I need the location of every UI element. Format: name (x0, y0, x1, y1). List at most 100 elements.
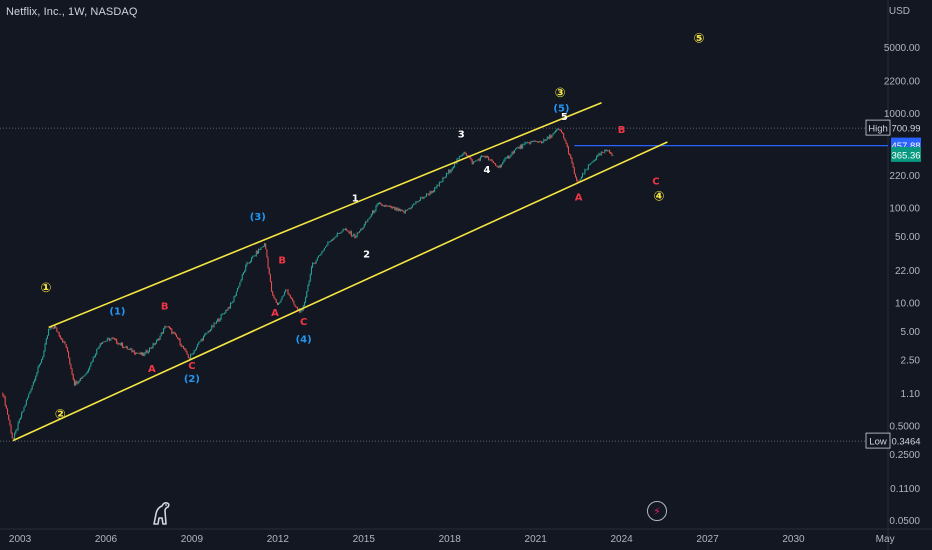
candle-body (38, 364, 40, 367)
candle-body (265, 243, 267, 250)
candle-body (364, 221, 366, 225)
candle-body (229, 302, 231, 308)
candle-body (246, 262, 248, 266)
candle-body (539, 141, 541, 142)
candle-body (550, 135, 552, 138)
candle-body (361, 228, 363, 230)
candle-body (115, 339, 117, 341)
candle-body (219, 319, 221, 321)
candle-body (320, 253, 322, 256)
candle-body (113, 338, 115, 340)
candle-body (538, 141, 540, 143)
candle-body (12, 438, 14, 439)
candle-body (259, 249, 261, 250)
candle-body (193, 350, 195, 354)
candle-body (247, 262, 249, 264)
candle-body (286, 289, 288, 291)
candle-body (333, 237, 335, 240)
last-price-badge-value: 365.36 (891, 150, 920, 161)
candle-body (292, 298, 294, 301)
flash-icon[interactable]: ⚡ (647, 501, 667, 521)
candle-body (176, 334, 178, 337)
candle-body (300, 309, 302, 313)
candle-body (355, 236, 357, 238)
candle-body (605, 149, 607, 151)
high-badge-value: 700.99 (891, 124, 920, 135)
candle-body (517, 147, 519, 148)
candle-body (124, 347, 126, 348)
candle-body (44, 343, 46, 351)
candle-body (389, 206, 391, 207)
candle-body (486, 156, 488, 158)
candle-body (341, 231, 343, 233)
candle-body (217, 319, 219, 322)
candle-body (107, 338, 109, 340)
candle-body (80, 378, 82, 379)
candle-body (221, 313, 223, 315)
candle-body (481, 155, 483, 157)
wave-label: (5) (553, 103, 569, 114)
candle-body (30, 389, 32, 392)
candle-body (170, 328, 172, 330)
candle-body (267, 257, 269, 268)
candle-body (171, 329, 173, 334)
candle-body (93, 356, 95, 358)
candle-body (194, 349, 196, 351)
candle-body (305, 297, 307, 303)
candle-body (213, 323, 215, 327)
y-tick-label: 2.50 (901, 355, 921, 366)
candle-body (225, 310, 227, 314)
candle-body (174, 333, 176, 335)
candle-body (593, 160, 595, 162)
candle-body (184, 348, 186, 350)
candle-body (157, 339, 159, 341)
candle-body (301, 309, 303, 311)
candle-body (207, 331, 209, 333)
candle-body (50, 326, 52, 329)
y-tick-label: 0.2500 (889, 450, 920, 461)
candle-body (362, 227, 364, 230)
candle-body (23, 407, 25, 412)
x-tick-label: 2030 (782, 534, 805, 545)
candle-body (96, 349, 98, 355)
candle-body (36, 372, 38, 377)
candle-body (198, 342, 200, 345)
candle-body (106, 338, 108, 341)
candle-body (551, 135, 553, 138)
candle-body (232, 301, 234, 303)
low-badge-label: Low (869, 437, 887, 448)
candle-body (317, 255, 319, 258)
candle-body (303, 302, 305, 306)
candle-body (594, 159, 596, 161)
candle-body (555, 130, 557, 133)
high-badge-value-box (891, 120, 921, 136)
candle-body (7, 408, 9, 415)
candle-body (482, 155, 484, 157)
candle-body (145, 350, 147, 353)
candle-body (525, 142, 527, 144)
candle-body (239, 282, 241, 287)
candle-body (504, 158, 506, 161)
candle-body (122, 343, 124, 348)
candle-body (432, 190, 434, 192)
candle-body (604, 150, 606, 153)
x-tick-label: 2012 (267, 534, 290, 545)
wave-label: B (161, 302, 169, 313)
candle-body (72, 374, 74, 380)
candle-body (315, 260, 317, 264)
candle-body (5, 405, 7, 409)
candle-body (566, 143, 568, 147)
candle-body (519, 145, 521, 149)
candle-body (397, 208, 399, 211)
x-tick-label: 2024 (610, 534, 633, 545)
candle-body (423, 197, 425, 199)
candle-body (88, 369, 90, 372)
candle-body (76, 381, 78, 384)
candle-body (240, 279, 242, 283)
candle-body (495, 163, 497, 166)
candle-body (86, 371, 88, 373)
y-tick-label: 1.10 (901, 389, 921, 400)
candle-body (52, 328, 54, 329)
